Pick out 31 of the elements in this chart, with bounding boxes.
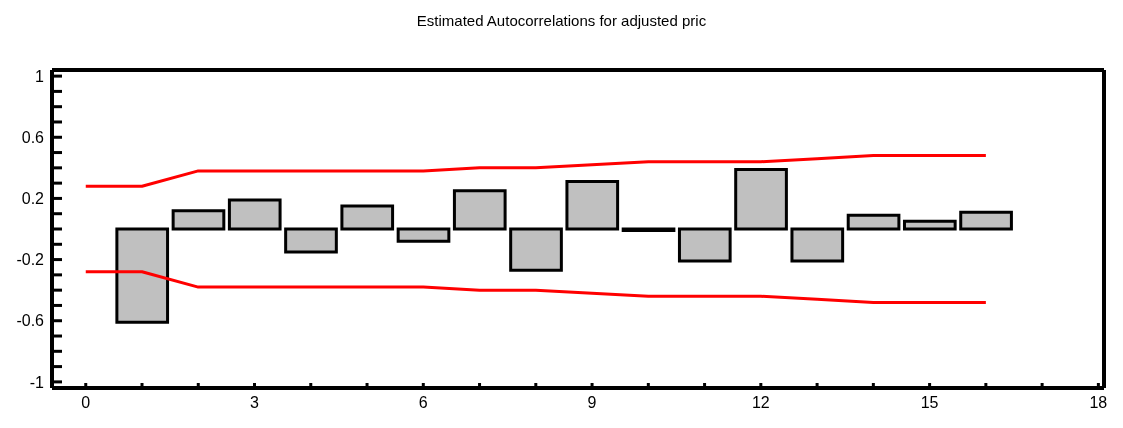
bar	[565, 180, 620, 231]
y-tick-label: 0.6	[21, 128, 45, 146]
bar	[396, 227, 451, 243]
bar	[452, 189, 507, 231]
bar	[959, 210, 1013, 231]
bar	[115, 227, 170, 324]
bar	[677, 227, 732, 263]
y-tick-label: -1	[29, 373, 45, 391]
x-tick-label: 9	[587, 394, 597, 412]
bar	[171, 209, 226, 231]
y-tick-label: 1	[35, 67, 45, 85]
y-tick-label: -0.2	[16, 251, 45, 269]
bar	[790, 227, 845, 263]
chart-title: Estimated Autocorrelations for adjusted pric	[415, 12, 708, 29]
bar	[509, 227, 563, 272]
bar	[846, 213, 901, 231]
x-tick-label: 18	[1089, 394, 1108, 412]
y-tick-label: -0.6	[16, 312, 45, 330]
x-tick-label: 6	[418, 394, 428, 412]
bar	[734, 167, 788, 231]
x-tick-label: 3	[250, 394, 260, 412]
line-series	[84, 154, 988, 188]
x-tick-label: 0	[81, 394, 91, 412]
line-series	[84, 270, 988, 304]
bar	[284, 227, 338, 254]
bar	[902, 219, 957, 231]
bar	[227, 198, 282, 231]
y-tick-label: 0.2	[21, 190, 45, 208]
x-tick-label: 15	[920, 394, 939, 412]
x-tick-label: 12	[751, 394, 770, 412]
bar	[340, 204, 395, 231]
